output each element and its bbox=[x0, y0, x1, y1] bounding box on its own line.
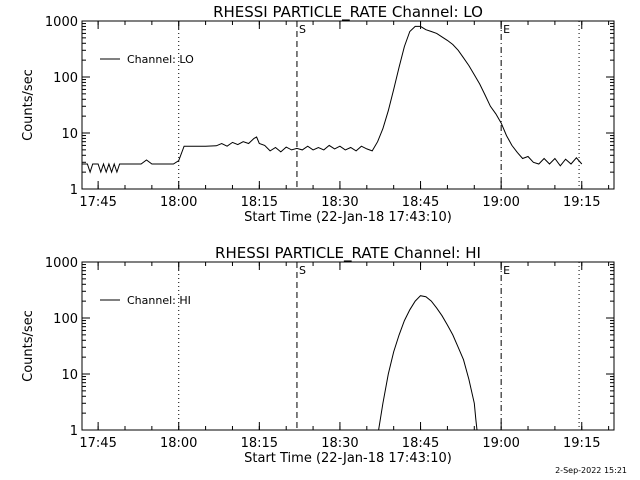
series-line-0 bbox=[82, 25, 583, 174]
x-tick-label: 18:00 bbox=[160, 195, 197, 210]
x-tick-label: 19:15 bbox=[563, 436, 600, 451]
x-axis-label: Start Time (22-Jan-18 17:43:10) bbox=[244, 210, 452, 225]
chart-title: RHESSI PARTICLE_RATE Channel: LO bbox=[213, 3, 483, 22]
y-axis-label: Counts/sec bbox=[21, 310, 36, 382]
x-axis-label: Start Time (22-Jan-18 17:43:10) bbox=[244, 451, 452, 466]
x-tick-label: 19:00 bbox=[482, 195, 519, 210]
x-tick-label: 17:45 bbox=[79, 195, 116, 210]
chart-title: RHESSI PARTICLE_RATE Channel: HI bbox=[215, 244, 481, 263]
x-tick-label: 18:30 bbox=[321, 436, 358, 451]
y-tick-label: 1000 bbox=[45, 256, 78, 271]
y-tick-label: 100 bbox=[53, 312, 78, 327]
x-tick-label: 17:45 bbox=[79, 436, 116, 451]
y-tick-label: 1 bbox=[70, 183, 78, 198]
y-tick-label: 1 bbox=[70, 424, 78, 439]
marker-label-s: S bbox=[299, 264, 306, 277]
x-tick-label: 18:45 bbox=[402, 195, 439, 210]
panel-lo: RHESSI PARTICLE_RATE Channel: LO Start Ti… bbox=[21, 3, 615, 225]
y-tick-label: 100 bbox=[53, 71, 78, 86]
legend-label: Channel: HI bbox=[127, 294, 191, 307]
x-tick-label: 18:45 bbox=[402, 436, 439, 451]
y-axis-label: Counts/sec bbox=[21, 69, 36, 141]
footer-date: 2-Sep-2022 15:21 bbox=[555, 466, 627, 475]
y-tick-label: 10 bbox=[61, 368, 78, 383]
marker-label-e: E bbox=[503, 23, 510, 36]
marker-label-s: S bbox=[299, 23, 306, 36]
marker-label-e: E bbox=[503, 264, 510, 277]
legend-label: Channel: LO bbox=[127, 53, 194, 66]
y-tick-label: 10 bbox=[61, 127, 78, 142]
plot-frame bbox=[81, 261, 615, 431]
plot-frame bbox=[81, 20, 615, 190]
x-tick-label: 18:00 bbox=[160, 436, 197, 451]
x-tick-label: 18:15 bbox=[241, 195, 278, 210]
x-tick-label: 18:15 bbox=[241, 436, 278, 451]
series-line-1 bbox=[378, 295, 478, 431]
panel-hi: RHESSI PARTICLE_RATE Channel: HI Start Ti… bbox=[21, 244, 615, 466]
x-tick-label: 19:00 bbox=[482, 436, 519, 451]
x-tick-label: 19:15 bbox=[563, 195, 600, 210]
x-tick-label: 18:30 bbox=[321, 195, 358, 210]
y-tick-label: 1000 bbox=[45, 15, 78, 30]
